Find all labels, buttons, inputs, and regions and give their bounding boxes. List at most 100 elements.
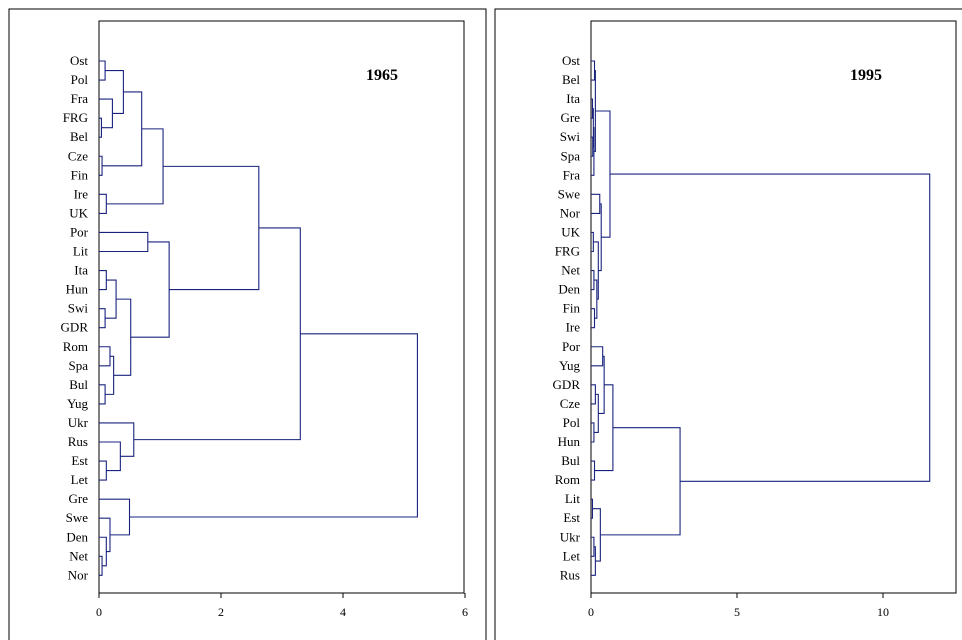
merge-link [99, 460, 107, 481]
leaf-label-pol: Pol [563, 415, 581, 430]
leaf-label-fra: Fra [563, 167, 581, 182]
merge-link [99, 536, 107, 567]
leaf-label-bul: Bul [561, 453, 580, 468]
leaf-label-por: Por [70, 224, 89, 239]
leaf-label-let: Let [71, 472, 89, 487]
leaf-label-cze: Cze [560, 396, 580, 411]
leaf-label-den: Den [558, 282, 580, 297]
leaf-label-rom: Rom [63, 339, 88, 354]
merge-link [598, 355, 605, 414]
merge-link [591, 193, 601, 214]
leaf-label-ost: Ost [562, 53, 580, 68]
leaf-label-lit: Lit [73, 244, 89, 259]
leaf-label-fin: Fin [71, 167, 89, 182]
leaf-label-frg: FRG [555, 244, 580, 259]
leaf-label-est: Est [563, 510, 580, 525]
panel-1995: 1995 Ost Bel Ita Gre Swi Spa Fra Swe Nor UK FRG Net… [494, 8, 962, 640]
merge-link [99, 270, 107, 291]
leaf-label-ire: Ire [566, 320, 581, 335]
merge-link [591, 60, 596, 81]
dendrogram-links [99, 60, 418, 576]
merge-link [595, 110, 611, 238]
merge-link [105, 355, 115, 395]
leaf-label-spa: Spa [561, 148, 581, 163]
merge-link [129, 333, 418, 518]
leaf-label-ukr: Ukr [560, 529, 581, 544]
leaf-label-rus: Rus [68, 434, 88, 449]
dendrogram-links [591, 60, 931, 576]
plot-area [98, 20, 465, 594]
leaf-label-yug: Yug [67, 396, 88, 411]
x-tick-label: 2 [218, 605, 224, 619]
merge-link [99, 517, 111, 553]
leaf-label-por: Por [562, 339, 581, 354]
panel-frame [494, 8, 962, 640]
x-axis: 0 2 4 6 [96, 593, 468, 619]
plot-area [590, 20, 957, 594]
leaf-label-nor: Nor [560, 205, 581, 220]
leaf-label-fra: Fra [71, 91, 89, 106]
leaf-label-net: Net [561, 263, 580, 278]
merge-link [99, 346, 111, 367]
leaf-label-net: Net [69, 548, 88, 563]
leaf-label-hun: Hun [558, 434, 581, 449]
merge-link [99, 384, 106, 405]
x-axis: 0 5 10 [588, 593, 889, 619]
merge-link [99, 441, 121, 472]
panel-frame [8, 8, 487, 640]
x-tick-label: 4 [340, 605, 346, 619]
leaf-label-bel: Bel [70, 129, 88, 144]
merge-link [593, 393, 599, 434]
leaf-label-bel: Bel [562, 72, 580, 87]
leaf-label-gdr: GDR [553, 377, 581, 392]
leaf-label-swi: Swi [68, 301, 89, 316]
leaf-label-gre: Gre [561, 110, 581, 125]
chart-title: 1965 [366, 67, 398, 84]
leaf-label-ita: Ita [74, 263, 88, 278]
merge-link [591, 346, 604, 367]
leaf-label-nor: Nor [68, 567, 89, 582]
merge-link [600, 427, 681, 536]
merge-link [99, 498, 131, 536]
chart-title: 1995 [850, 67, 882, 84]
leaf-label-hun: Hun [66, 282, 89, 297]
leaf-label-swi: Swi [560, 129, 581, 144]
leaf-label-pol: Pol [71, 72, 89, 87]
leaf-labels: Ost Pol Fra FRG Bel Cze Fin Ire UK Por Lit Ita Hun Sw… [61, 53, 89, 582]
leaf-label-ost: Ost [70, 53, 88, 68]
x-tick-label: 5 [734, 605, 740, 619]
leaf-label-bul: Bul [69, 377, 88, 392]
leaf-label-uk: UK [561, 224, 580, 239]
leaf-label-rus: Rus [560, 567, 580, 582]
merge-link [591, 384, 596, 405]
leaf-label-ukr: Ukr [68, 415, 89, 430]
panel-1965: 1965 Ost Pol Fra FRG Bel Cze Fin Ire UK Por Lit Ita… [8, 8, 487, 640]
leaf-label-rom: Rom [555, 472, 580, 487]
merge-link [130, 241, 170, 338]
merge-link [133, 227, 301, 441]
leaf-label-yug: Yug [559, 358, 580, 373]
leaf-label-cze: Cze [68, 148, 88, 163]
merge-link [106, 128, 164, 205]
merge-link [99, 60, 106, 81]
leaf-label-uk: UK [69, 205, 88, 220]
merge-link [591, 308, 596, 329]
x-tick-label: 6 [462, 605, 468, 619]
leaf-label-est: Est [71, 453, 88, 468]
leaf-label-den: Den [66, 529, 88, 544]
leaf-labels: Ost Bel Ita Gre Swi Spa Fra Swe Nor UK FRG Net Den Fi… [553, 53, 581, 582]
leaf-label-gre: Gre [69, 491, 89, 506]
leaf-label-ire: Ire [74, 186, 89, 201]
merge-link [591, 546, 596, 576]
x-tick-label: 0 [96, 605, 102, 619]
leaf-label-frg: FRG [63, 110, 88, 125]
merge-link [591, 460, 596, 481]
x-tick-label: 0 [588, 605, 594, 619]
merge-link [102, 91, 143, 167]
merge-link [105, 69, 124, 114]
merge-link [163, 165, 260, 291]
leaf-label-lit: Lit [565, 491, 581, 506]
leaf-label-gdr: GDR [61, 320, 89, 335]
x-tick-label: 10 [877, 605, 889, 619]
